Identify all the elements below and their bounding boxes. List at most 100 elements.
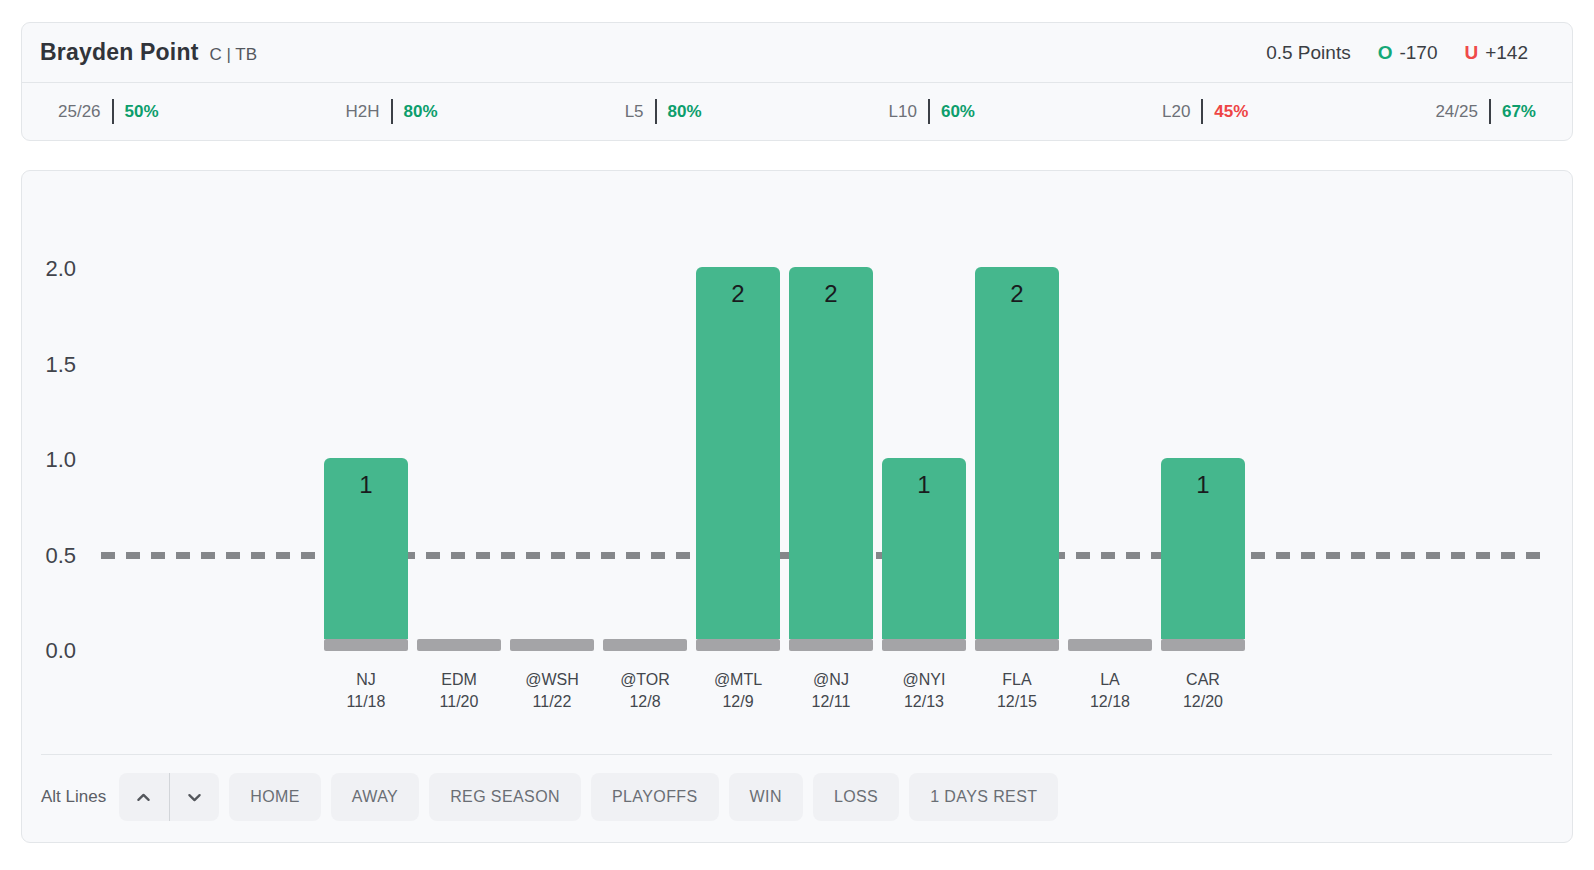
stat-separator bbox=[112, 99, 114, 124]
game-date-label: 12/11 bbox=[789, 691, 873, 713]
y-tick-label: 0.0 bbox=[28, 638, 76, 664]
over-icon: O bbox=[1378, 42, 1393, 64]
game-bar: 2 bbox=[696, 267, 780, 651]
stat-label: H2H bbox=[346, 102, 380, 122]
hit-rate-stat: L1060% bbox=[889, 99, 975, 124]
opponent-label: @NYI bbox=[882, 669, 966, 691]
stat-separator bbox=[655, 99, 657, 124]
stat-separator bbox=[391, 99, 393, 124]
bar-value-label: 2 bbox=[789, 280, 873, 308]
player-header-card: Brayden Point C | TB 0.5 Points O -170 U… bbox=[21, 22, 1573, 141]
bar-value-label: 2 bbox=[696, 280, 780, 308]
alt-lines-stepper bbox=[119, 773, 219, 821]
bar-fill: 1 bbox=[324, 458, 408, 639]
bar-fill: 1 bbox=[1161, 458, 1245, 639]
filter-button-loss[interactable]: LOSS bbox=[813, 773, 899, 821]
bar-base-strip bbox=[510, 639, 594, 651]
stat-value: 67% bbox=[1502, 102, 1536, 122]
stat-value: 45% bbox=[1214, 102, 1248, 122]
game-bar: 1 bbox=[1161, 458, 1245, 651]
stat-separator bbox=[1201, 99, 1203, 124]
game-date-label: 12/15 bbox=[975, 691, 1059, 713]
alt-lines-label: Alt Lines bbox=[41, 787, 106, 807]
bar-value-label: 1 bbox=[324, 471, 408, 499]
filter-button-1-days-rest[interactable]: 1 DAYS REST bbox=[909, 773, 1058, 821]
bar-base-strip bbox=[882, 639, 966, 651]
x-axis-game-label: NJ11/18 bbox=[324, 669, 408, 713]
alt-line-down-button[interactable] bbox=[170, 773, 220, 821]
bar-base-strip bbox=[789, 639, 873, 651]
game-date-label: 12/20 bbox=[1161, 691, 1245, 713]
stat-label: L10 bbox=[889, 102, 917, 122]
x-axis-game-label: @NJ12/11 bbox=[789, 669, 873, 713]
odds-group: 0.5 Points O -170 U +142 bbox=[1266, 42, 1528, 64]
hit-rate-stat: L20 45% bbox=[1162, 99, 1248, 124]
toolbar-divider bbox=[41, 754, 1552, 755]
stat-label: 24/25 bbox=[1435, 102, 1478, 122]
game-date-label: 11/18 bbox=[324, 691, 408, 713]
game-date-label: 12/8 bbox=[603, 691, 687, 713]
y-tick-label: 1.5 bbox=[28, 352, 76, 378]
x-axis-labels: NJ11/18EDM11/20@WSH11/22@TOR12/8@MTL12/9… bbox=[324, 669, 1245, 713]
hit-rate-stat: 25/2650% bbox=[58, 99, 159, 124]
opponent-label: NJ bbox=[324, 669, 408, 691]
game-bar bbox=[603, 639, 687, 651]
hit-rate-stat: 24/25 67% bbox=[1435, 99, 1536, 124]
bar-fill: 1 bbox=[882, 458, 966, 639]
x-axis-game-label: CAR12/20 bbox=[1161, 669, 1245, 713]
player-position-team: C | TB bbox=[210, 45, 258, 65]
stat-separator bbox=[928, 99, 930, 124]
alt-line-up-button[interactable] bbox=[119, 773, 169, 821]
stat-value: 80% bbox=[668, 102, 702, 122]
over-odds[interactable]: O -170 bbox=[1378, 42, 1438, 64]
player-name: Brayden Point bbox=[40, 39, 199, 66]
game-date-label: 12/18 bbox=[1068, 691, 1152, 713]
bar-value-label: 1 bbox=[1161, 471, 1245, 499]
player-header-row: Brayden Point C | TB 0.5 Points O -170 U… bbox=[22, 23, 1572, 83]
under-icon: U bbox=[1464, 42, 1478, 64]
bar-fill: 2 bbox=[696, 267, 780, 639]
performance-chart-card: 2.01.51.00.50.0 122121 NJ11/18EDM11/20@W… bbox=[21, 170, 1573, 843]
bar-value-label: 2 bbox=[975, 280, 1059, 308]
game-date-label: 12/13 bbox=[882, 691, 966, 713]
game-bar: 2 bbox=[975, 267, 1059, 651]
opponent-label: CAR bbox=[1161, 669, 1245, 691]
stat-label: L20 bbox=[1162, 102, 1190, 122]
stat-label: L5 bbox=[625, 102, 644, 122]
hit-rate-stat: H2H 80% bbox=[346, 99, 438, 124]
under-odds[interactable]: U +142 bbox=[1464, 42, 1528, 64]
x-axis-game-label: @WSH11/22 bbox=[510, 669, 594, 713]
over-odds-value: -170 bbox=[1399, 42, 1437, 64]
y-tick-label: 0.5 bbox=[28, 543, 76, 569]
opponent-label: @TOR bbox=[603, 669, 687, 691]
filter-button-win[interactable]: WIN bbox=[729, 773, 803, 821]
game-bar bbox=[510, 639, 594, 651]
opponent-label: @MTL bbox=[696, 669, 780, 691]
stat-value: 80% bbox=[404, 102, 438, 122]
filter-button-reg-season[interactable]: REG SEASON bbox=[429, 773, 581, 821]
game-bar bbox=[417, 639, 501, 651]
y-tick-label: 2.0 bbox=[28, 256, 76, 282]
bar-base-strip bbox=[603, 639, 687, 651]
game-date-label: 11/22 bbox=[510, 691, 594, 713]
under-odds-value: +142 bbox=[1485, 42, 1528, 64]
stat-value: 50% bbox=[125, 102, 159, 122]
game-bar: 1 bbox=[324, 458, 408, 651]
x-axis-game-label: EDM11/20 bbox=[417, 669, 501, 713]
opponent-label: @WSH bbox=[510, 669, 594, 691]
bar-base-strip bbox=[1161, 639, 1245, 651]
bar-fill: 2 bbox=[789, 267, 873, 639]
chart-toolbar: Alt Lines HOMEAWAYREG SEASONPLAYOFFSWINL… bbox=[41, 773, 1058, 821]
filter-button-home[interactable]: HOME bbox=[229, 773, 321, 821]
bar-base-strip bbox=[1068, 639, 1152, 651]
game-date-label: 11/20 bbox=[417, 691, 501, 713]
filter-button-playoffs[interactable]: PLAYOFFS bbox=[591, 773, 719, 821]
game-bar bbox=[1068, 639, 1152, 651]
bar-base-strip bbox=[696, 639, 780, 651]
bar-base-strip bbox=[324, 639, 408, 651]
game-bar: 2 bbox=[789, 267, 873, 651]
bar-fill: 2 bbox=[975, 267, 1059, 639]
opponent-label: @NJ bbox=[789, 669, 873, 691]
filter-button-away[interactable]: AWAY bbox=[331, 773, 419, 821]
game-date-label: 12/9 bbox=[696, 691, 780, 713]
